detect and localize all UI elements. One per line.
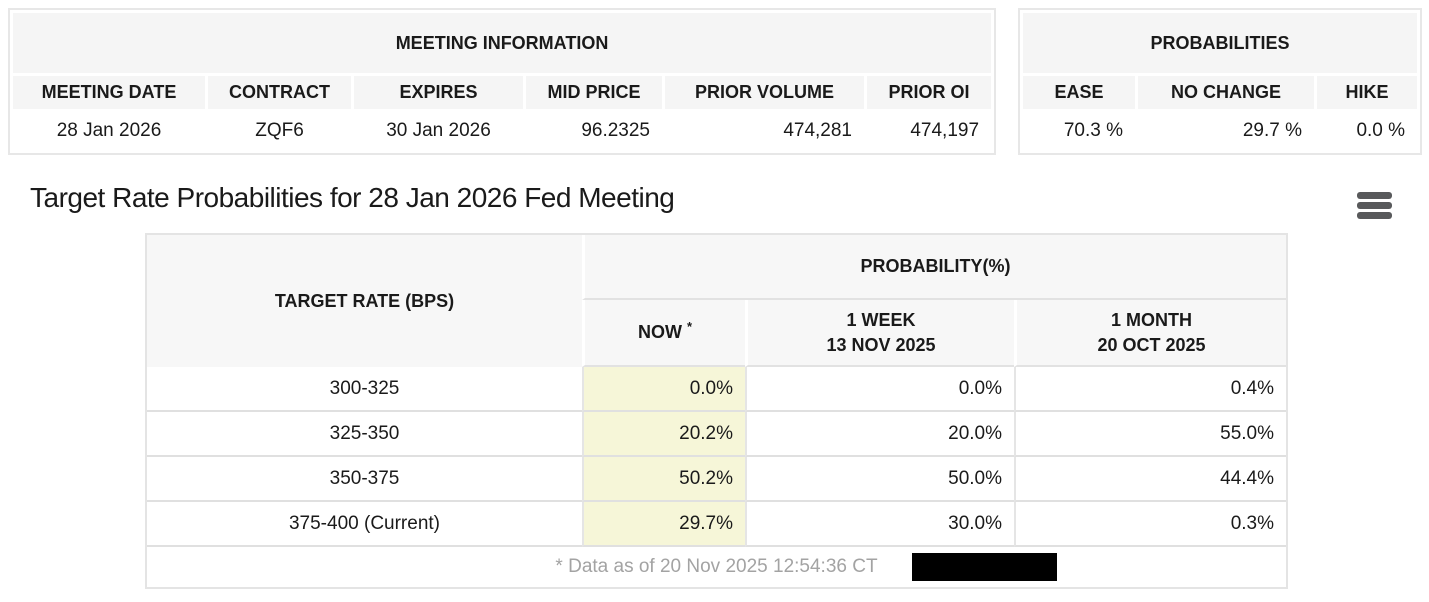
data-as-of-footnote: * Data as of 20 Nov 2025 12:54:36 CT — [555, 556, 878, 577]
week-value: 50.0% — [745, 457, 1014, 502]
prior-oi-value: 474,197 — [867, 112, 992, 150]
target-rate-probability-table: TARGET RATE (BPS) PROBABILITY(%) NOW * 1… — [145, 233, 1288, 589]
target-rate-value: 350-375 — [147, 457, 582, 502]
col-header-mid-price: MID PRICE — [526, 76, 662, 109]
now-value: 50.2% — [582, 457, 745, 502]
target-rate-value: 325-350 — [147, 412, 582, 457]
col-header-hike: HIKE — [1317, 76, 1418, 109]
no-change-value: 29.7 % — [1138, 112, 1314, 150]
col-header-meeting-date: MEETING DATE — [13, 76, 205, 109]
probability-header: PROBABILITY(%) — [582, 235, 1286, 300]
col-header-ease: EASE — [1023, 76, 1135, 109]
month-value: 0.3% — [1014, 502, 1286, 547]
month-value: 0.4% — [1014, 367, 1286, 412]
hike-value: 0.0 % — [1317, 112, 1418, 150]
target-rate-header: TARGET RATE (BPS) — [147, 235, 582, 367]
probabilities-summary-table: PROBABILITIES EASE NO CHANGE HIKE 70.3 %… — [1018, 8, 1423, 155]
meeting-information-title: MEETING INFORMATION — [13, 13, 992, 73]
week-value: 20.0% — [745, 412, 1014, 457]
meeting-date-value: 28 Jan 2026 — [13, 112, 205, 150]
now-asterisk: * — [686, 319, 693, 335]
month-value: 55.0% — [1014, 412, 1286, 457]
table-footer: * Data as of 20 Nov 2025 12:54:36 CT — [147, 547, 1286, 587]
table-row: 350-375 50.2% 50.0% 44.4% — [147, 457, 1286, 502]
col-header-no-change: NO CHANGE — [1138, 76, 1314, 109]
table-row: 325-350 20.2% 20.0% 55.0% — [147, 412, 1286, 457]
probabilities-title: PROBABILITIES — [1023, 13, 1418, 73]
contract-value: ZQF6 — [208, 112, 351, 150]
menu-bar — [1357, 192, 1392, 199]
target-rate-value: 375-400 (Current) — [147, 502, 582, 547]
ease-value: 70.3 % — [1023, 112, 1135, 150]
col-header-expires: EXPIRES — [354, 76, 523, 109]
now-value: 20.2% — [582, 412, 745, 457]
month-value: 44.4% — [1014, 457, 1286, 502]
page-title: Target Rate Probabilities for 28 Jan 202… — [30, 182, 675, 213]
chart-menu-icon[interactable] — [1357, 192, 1392, 219]
target-rate-value: 300-325 — [147, 367, 582, 412]
menu-bar — [1357, 212, 1392, 219]
col-header-now: NOW * — [582, 300, 745, 367]
expires-value: 30 Jan 2026 — [354, 112, 523, 150]
table-row: 375-400 (Current) 29.7% 30.0% 0.3% — [147, 502, 1286, 547]
meeting-information-table: MEETING INFORMATION MEETING DATE CONTRAC… — [8, 8, 997, 155]
col-header-contract: CONTRACT — [208, 76, 351, 109]
probabilities-row: 70.3 % 29.7 % 0.0 % — [1023, 112, 1418, 150]
col-header-1-week: 1 WEEK 13 NOV 2025 — [745, 300, 1014, 367]
now-value: 0.0% — [582, 367, 745, 412]
prior-volume-value: 474,281 — [665, 112, 864, 150]
col-header-prior-volume: PRIOR VOLUME — [665, 76, 864, 109]
col-header-prior-oi: PRIOR OI — [867, 76, 992, 109]
now-value: 29.7% — [582, 502, 745, 547]
meeting-information-row: 28 Jan 2026 ZQF6 30 Jan 2026 96.2325 474… — [13, 112, 992, 150]
menu-bar — [1357, 202, 1392, 209]
week-value: 30.0% — [745, 502, 1014, 547]
mid-price-value: 96.2325 — [526, 112, 662, 150]
week-value: 0.0% — [745, 367, 1014, 412]
table-row: 300-325 0.0% 0.0% 0.4% — [147, 367, 1286, 412]
redacted-block — [912, 553, 1057, 581]
col-header-1-month: 1 MONTH 20 OCT 2025 — [1014, 300, 1286, 367]
